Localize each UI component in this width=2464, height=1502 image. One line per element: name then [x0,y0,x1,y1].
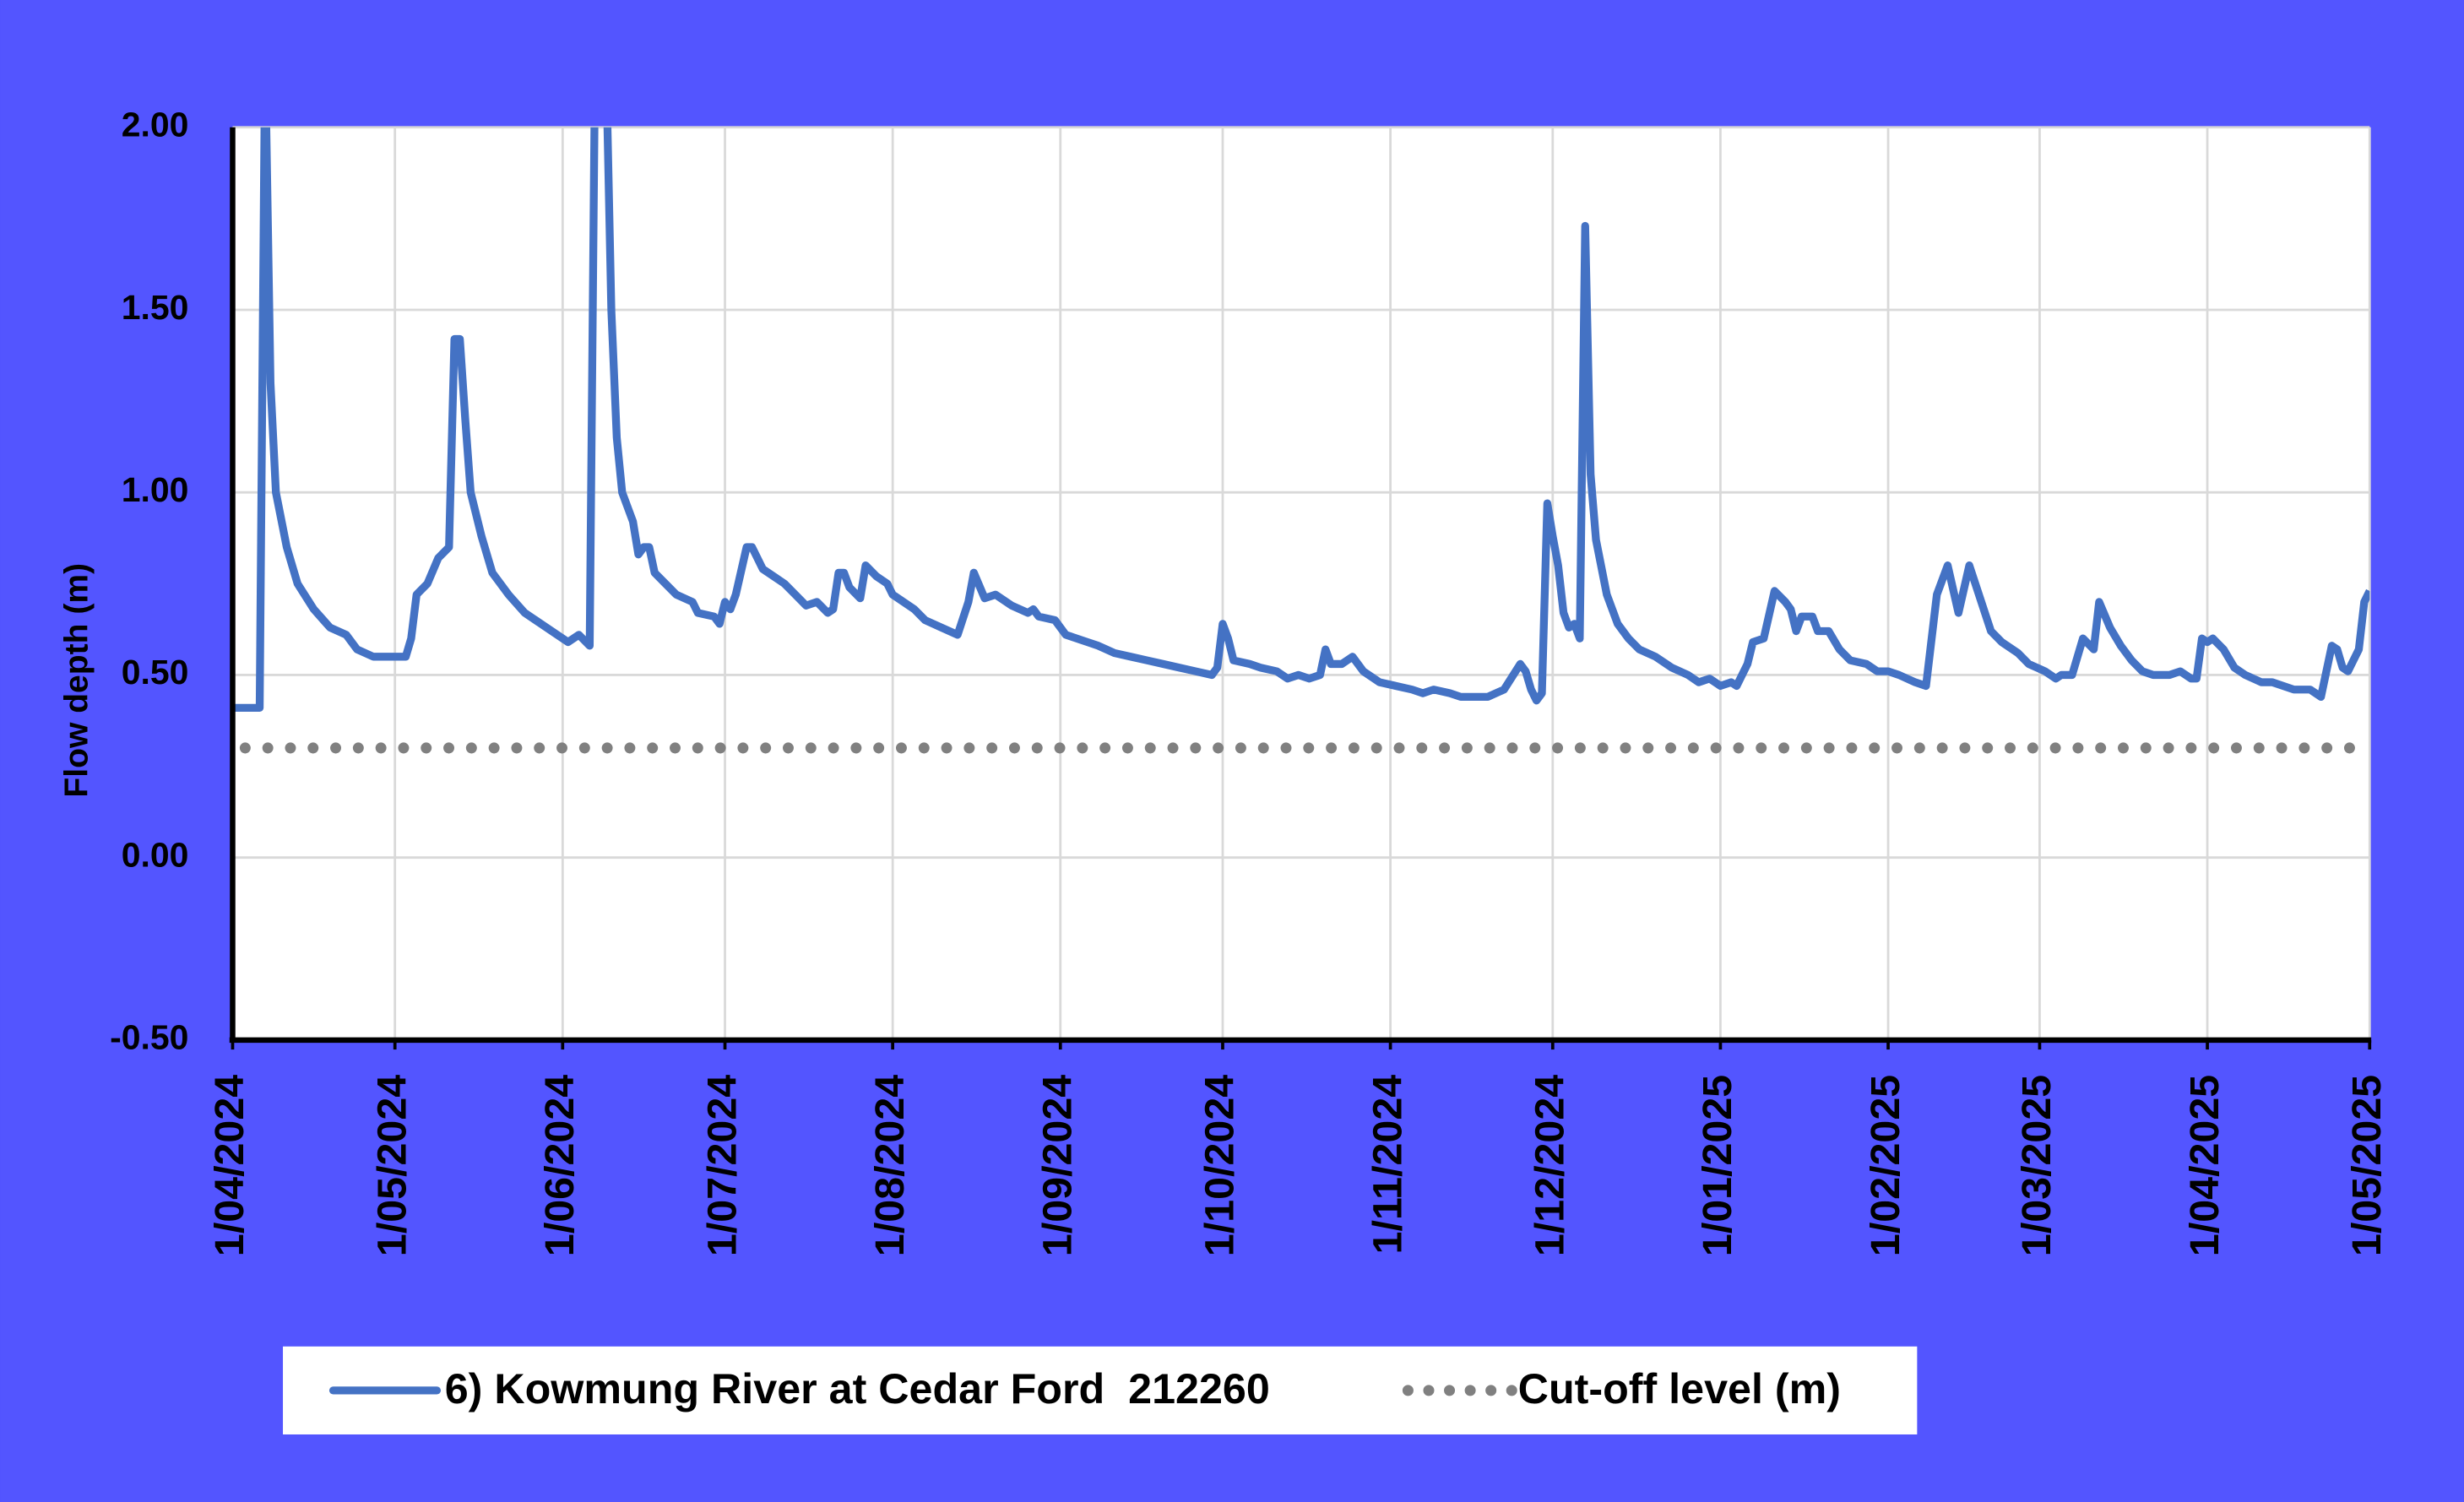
x-tick-label: 1/10/2024 [1197,1075,1243,1256]
x-tick-label: 1/01/2025 [1695,1075,1740,1256]
x-tick-label: 1/06/2024 [537,1075,583,1256]
x-tick-label: 1/02/2025 [1863,1075,1908,1256]
x-tick-label: 1/08/2024 [867,1075,913,1256]
legend-label: 6) Kowmung River at Cedar Ford 212260 [445,1365,1270,1413]
x-tick-label: 1/07/2024 [699,1075,745,1256]
x-tick-label: 1/03/2025 [2014,1075,2060,1256]
legend-label: Cut-off level (m) [1518,1365,1841,1413]
series-line [232,127,2370,713]
x-tick-label: 1/11/2024 [1365,1075,1410,1255]
y-axis-label: Flow depth (m) [58,563,95,798]
x-tick-label: 1/04/2024 [207,1075,252,1256]
y-tick-label: 1.50 [122,288,189,327]
x-tick-label: 1/09/2024 [1035,1075,1081,1256]
legend [283,1346,1918,1434]
x-tick-label: 1/05/2024 [369,1075,415,1256]
y-tick-label: 1.00 [122,470,189,509]
x-tick-label: 1/12/2024 [1528,1075,1573,1256]
x-tick-label: 1/05/2025 [2344,1075,2390,1256]
y-tick-label: 0.00 [122,835,189,874]
y-tick-label: 0.50 [122,653,189,691]
y-tick-label: 2.00 [122,106,189,144]
x-tick-label: 1/04/2025 [2182,1075,2228,1256]
plot-area [232,127,2370,1040]
y-tick-label: -0.50 [110,1018,188,1057]
